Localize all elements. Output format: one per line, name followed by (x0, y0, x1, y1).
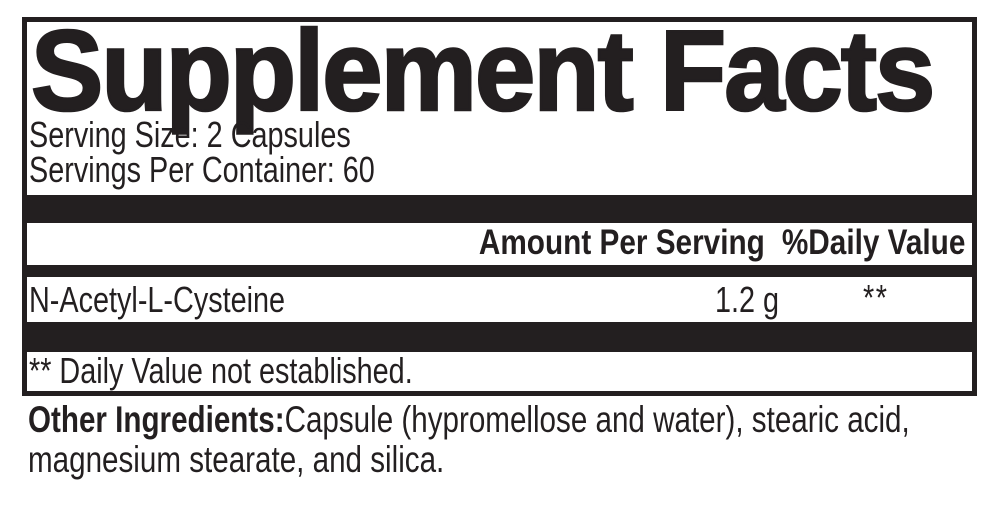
serving-size-text: Serving Size: 2 Capsules (29, 114, 351, 155)
ingredient-amount: 1.2 g (715, 282, 795, 318)
serving-size-line: Serving Size: 2 Capsules (29, 117, 431, 153)
other-ingredients-content: Other Ingredients:Capsule (hypromellose … (28, 400, 910, 480)
amount-per-serving-header: Amount Per Serving (478, 223, 765, 262)
column-header-row: Amount Per Serving %Daily Value (393, 225, 965, 260)
servings-per-container-line: Servings Per Container: 60 (29, 152, 461, 188)
facts-panel: Supplement Facts Serving Size: 2 Capsule… (22, 13, 977, 396)
ingredient-daily-value: ** (863, 280, 895, 316)
panel-title-text: Supplement Facts (30, 8, 937, 135)
ingredient-daily-value-text: ** (863, 277, 889, 318)
other-ingredients-text-1: Capsule (hypromellose and water), steari… (284, 399, 910, 440)
daily-value-footnote-text: ** Daily Value not established. (29, 350, 413, 391)
other-ingredients-section: Other Ingredients:Capsule (hypromellose … (28, 400, 1000, 481)
servings-per-container-text: Servings Per Container: 60 (29, 149, 375, 190)
divider-bar-thin (27, 265, 972, 277)
other-ingredients-label: Other Ingredients: (28, 399, 285, 440)
ingredient-name: N-Acetyl-L-Cysteine (29, 282, 349, 318)
daily-value-header: %Daily Value (781, 223, 965, 262)
ingredient-amount-text: 1.2 g (715, 279, 780, 320)
daily-value-footnote: ** Daily Value not established. (29, 353, 509, 389)
divider-bar-thick-bottom (27, 322, 972, 352)
divider-bar-thick-top (27, 195, 972, 223)
column-header-content: Amount Per Serving %Daily Value (478, 225, 965, 260)
panel-title: Supplement Facts (30, 8, 981, 135)
ingredient-name-text: N-Acetyl-L-Cysteine (29, 279, 286, 320)
other-ingredients-line-2: magnesium stearate, and silica. (28, 440, 910, 480)
other-ingredients-text-2: magnesium stearate, and silica. (28, 439, 445, 480)
other-ingredients-line-1: Other Ingredients:Capsule (hypromellose … (28, 400, 910, 440)
